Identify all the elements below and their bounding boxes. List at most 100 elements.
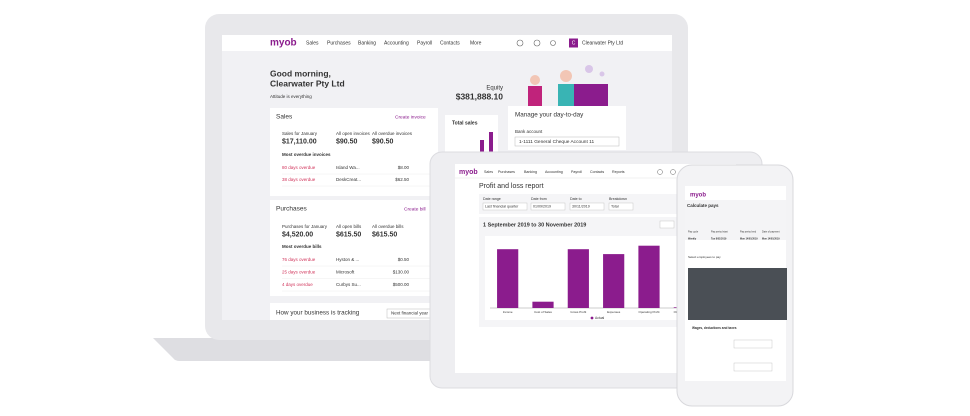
icon[interactable]	[670, 169, 676, 175]
account-select[interactable]	[514, 136, 620, 147]
card-title: Total sales	[452, 120, 478, 126]
sales-stats: Sales for January $17,110.00 All open invo…	[282, 131, 413, 145]
amount: $0.50	[398, 257, 410, 262]
phone-header	[685, 200, 786, 240]
pay-fields: Pay cycle Weekly Pay period start Tue 8/01/…	[688, 231, 780, 241]
field-label: Date of payment	[762, 231, 780, 234]
field-label: Pay period end	[740, 231, 757, 234]
icon-add[interactable]	[516, 39, 524, 47]
contact: Island Wa...	[336, 165, 360, 170]
greeting-name: Clearwater Pty Ltd	[270, 78, 345, 88]
filter-label: Breakdown	[609, 197, 627, 201]
nav-item[interactable]: Payroll	[417, 40, 432, 46]
report-title: Profit and loss report	[479, 183, 544, 190]
legend-swatch	[590, 316, 594, 320]
purchases-card	[270, 200, 438, 296]
amount: $8.00	[398, 165, 410, 170]
amount: $130.00	[393, 270, 410, 275]
purchases-stats: Purchases for January $4,520.00 All open b…	[282, 224, 404, 238]
input[interactable]	[733, 362, 773, 372]
card-title: Purchases	[276, 206, 307, 213]
filter-value: 01/09/2019	[533, 205, 551, 209]
equity-label: Equity	[486, 86, 503, 92]
sales-card	[270, 108, 438, 196]
stat-value: $90.50	[336, 138, 358, 145]
stat-value: $90.50	[372, 138, 394, 145]
account-value: 1-1111 General Cheque Account 11	[519, 139, 594, 145]
year-select-value: Next financial year	[391, 311, 429, 316]
nav-item[interactable]: More	[470, 40, 482, 46]
stat-value: $4,520.00	[282, 231, 313, 238]
icon[interactable]	[657, 169, 663, 175]
overdue-days: 80 days overdue	[282, 165, 316, 170]
nav-item[interactable]: Contacts	[590, 170, 604, 174]
input[interactable]	[733, 339, 773, 349]
card-title: Manage your day-to-day	[515, 112, 584, 119]
company-badge	[569, 38, 578, 48]
stat-value: $615.50	[372, 231, 397, 238]
amount: $500.00	[393, 282, 410, 287]
nav-item[interactable]: Accounting	[384, 40, 409, 46]
field-value: Tue 8/01/2019	[711, 238, 727, 241]
sales-rows: 80 days overdue Island Wa... $8.00 38 days …	[282, 165, 430, 187]
filter-select[interactable]	[569, 202, 605, 211]
filter-select[interactable]	[530, 202, 566, 211]
logo: myob	[690, 193, 706, 199]
purchases-rows: 76 days overdue Hyston & ... $0.50 25 days …	[282, 257, 430, 292]
overdue-days: 4 days overdue	[282, 282, 313, 287]
nav-item[interactable]: Purchases	[327, 40, 351, 46]
filter-label: Date from	[531, 197, 547, 201]
nav-item[interactable]: Accounting	[545, 170, 563, 174]
filter-select[interactable]	[482, 202, 528, 211]
stat-value: $17,110.00	[282, 138, 317, 145]
x-tick-label: Cost of Sales	[534, 310, 552, 314]
x-tick-label: Operating Profit	[638, 310, 659, 314]
chart: Income Cost of Sales Gross Profit Expenses O…	[490, 245, 702, 320]
field-value: Weekly	[688, 238, 697, 241]
field-label: Pay cycle	[688, 231, 699, 234]
create-bill[interactable]: Create bill	[404, 206, 426, 212]
filter-select[interactable]	[608, 202, 634, 211]
stat-label: All open bills	[336, 224, 362, 229]
nav-item[interactable]: Sales	[306, 40, 319, 46]
nav-item[interactable]: Reports	[612, 170, 625, 174]
field-label: Bank account	[515, 129, 543, 134]
stat-label: All overdue invoices	[372, 131, 413, 136]
nav-item[interactable]: Banking	[524, 170, 537, 174]
icon-help[interactable]	[533, 39, 541, 47]
nav-item[interactable]: Contacts	[440, 40, 460, 46]
nav-item[interactable]: Banking	[358, 40, 376, 46]
contact: DeskCreat...	[336, 177, 361, 182]
field-label: Pay period start	[711, 231, 728, 234]
stat-label: Sales for January	[282, 131, 318, 136]
field-value: Mon 14/01/2019	[762, 238, 780, 241]
laptop-nav	[222, 35, 672, 51]
view-toggle[interactable]	[659, 220, 675, 229]
filter-label: Date to	[570, 197, 582, 201]
list-title: Most overdue invoices	[282, 152, 331, 157]
nav-item[interactable]: Payroll	[571, 170, 582, 174]
nav-items: Sales Purchases Banking Accounting Payroll Co…	[484, 170, 625, 174]
nav-item[interactable]: Purchases	[498, 170, 515, 174]
x-tick-label: Gross Profit	[570, 310, 586, 314]
list-title: Most overdue bills	[282, 244, 322, 249]
contact: Curbys Su...	[336, 282, 361, 287]
filters: Date range Last financial quarter Date fro…	[482, 197, 634, 211]
x-tick-label: Expenses	[607, 310, 621, 314]
bar	[603, 254, 625, 308]
greeting: Good morning,	[270, 68, 331, 78]
wages-title: Wages, deductions and taxes	[692, 326, 737, 330]
logo: myob	[459, 169, 478, 176]
overdue-days: 76 days overdue	[282, 257, 316, 262]
logo: myob	[270, 38, 297, 49]
create-invoice[interactable]: Create invoice	[395, 114, 426, 120]
bar	[567, 249, 589, 308]
field-value: Mon 14/01/2019	[740, 238, 758, 241]
report-period: 1 September 2019 to 30 November 2019	[483, 222, 586, 228]
stat-value: $615.50	[336, 231, 361, 238]
company-name[interactable]: Clearwater Pty Ltd	[582, 40, 623, 46]
nav-item[interactable]: Sales	[484, 170, 493, 174]
icon-bell[interactable]	[550, 40, 556, 46]
